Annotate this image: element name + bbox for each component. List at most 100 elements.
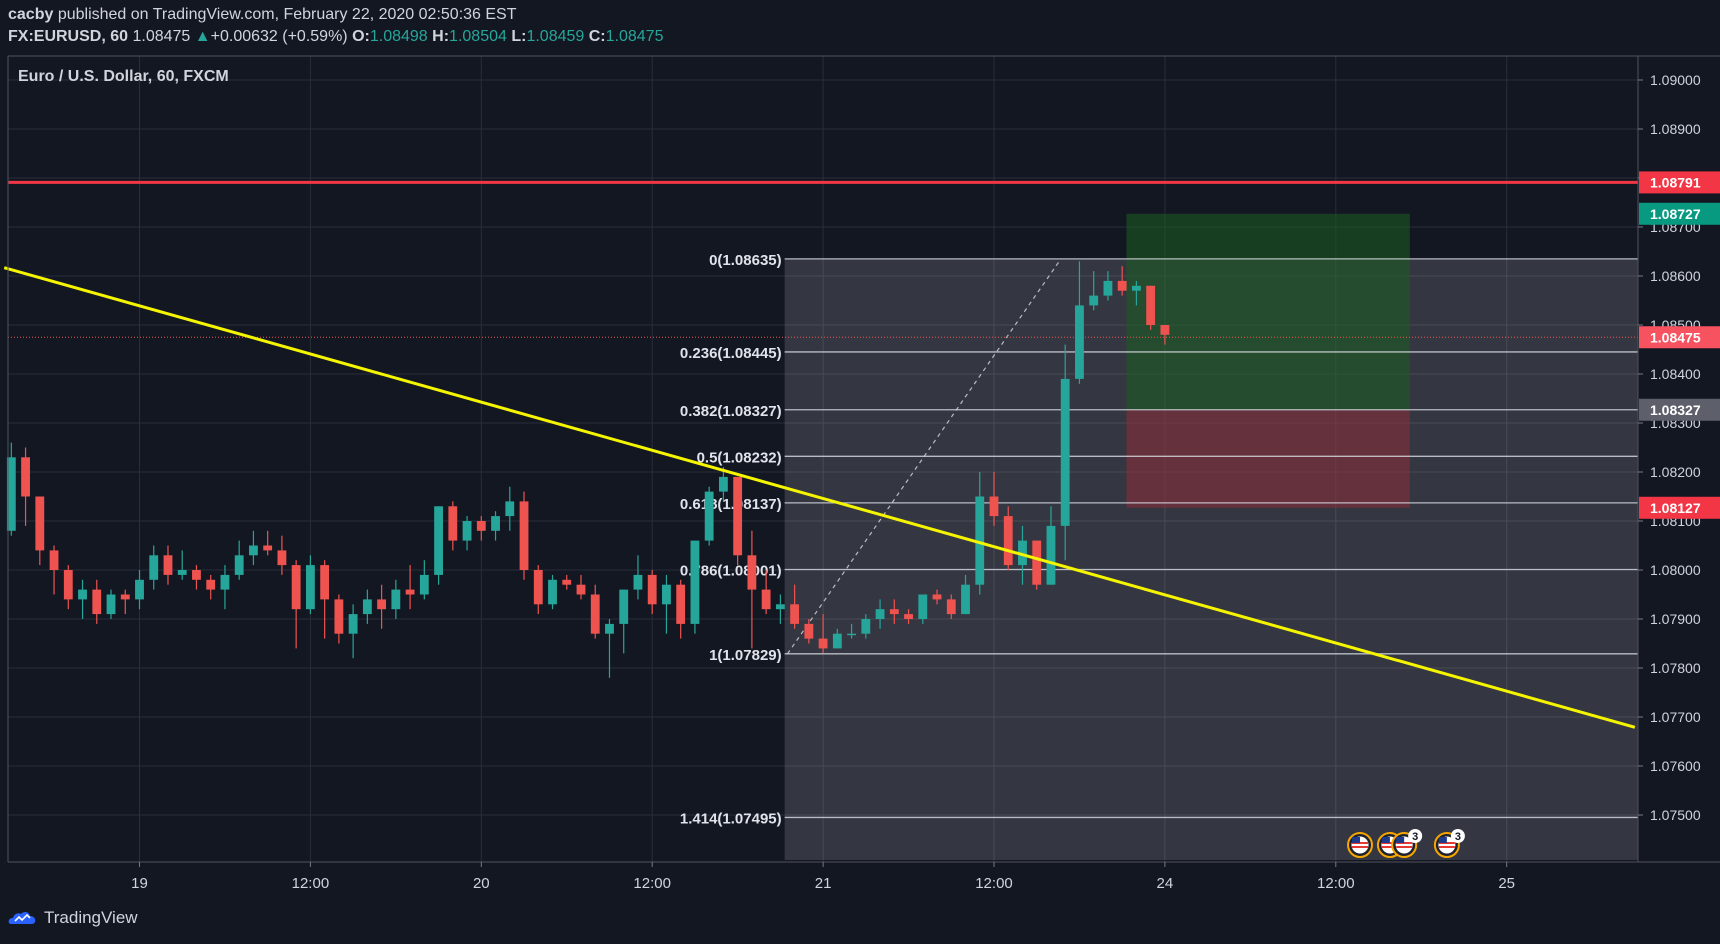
time-axis-label: 20 [473,875,490,892]
candle-down [163,545,173,585]
price-axis[interactable]: 1.07500 1.07600 1.07700 1.07800 1.07900 1.080… [1638,72,1720,823]
candle-body [405,589,415,595]
entry-price-tag[interactable]: 1.08327 [1639,398,1720,421]
author-name[interactable]: cacby [8,6,54,23]
candle-up [348,604,358,659]
candle-down [120,589,130,615]
us-flag-stripe [1352,846,1369,848]
candle-down [277,535,287,575]
time-axis-label: 19 [131,875,148,892]
economic-event-marker[interactable]: 3 [1433,829,1465,858]
stop-price-tag[interactable]: 1.08127 [1639,496,1720,519]
candle-up [362,589,372,624]
candle-body [505,501,515,517]
candle-body [704,491,714,541]
candle-body [647,574,657,605]
candle-down [92,579,102,624]
candle-down [63,565,73,610]
candle-down [733,476,743,566]
candle-body [192,570,201,580]
resistance-price-tag-bg [1639,171,1720,194]
candle-body [1117,280,1127,291]
time-axis-label: 12:00 [1317,875,1355,892]
candle-body [476,521,486,531]
low-value: 1.08459 [526,28,585,45]
candle-body [790,604,800,624]
candle-body [662,584,671,605]
candle-up [875,599,885,629]
candle-body [1103,280,1113,296]
candle-up [135,570,144,610]
candle-body [63,570,73,600]
resistance-price-tag[interactable]: 1.08791 [1639,171,1720,194]
time-axis[interactable]: 19 12:00 20 12:00 21 12:00 24 12:00 25 [131,862,1515,892]
economic-event-marker[interactable] [1347,832,1374,858]
candle-down [790,584,800,629]
candle-up [847,623,856,639]
candle-down [291,560,301,649]
high-label: H: [432,28,450,45]
candle-down [192,565,201,590]
event-count-badge [1450,829,1465,843]
candle-down [334,594,344,644]
candle-body [590,594,600,634]
candle-body [619,589,629,624]
candle-up [220,565,230,610]
candle-body [889,609,899,615]
candle-body [676,584,686,624]
candle-up [462,516,472,551]
candle-body [946,599,956,615]
long-position-tool[interactable] [1126,213,1410,508]
price-axis-label: 1.08200 [1650,464,1701,480]
price-chart[interactable]: 0(1.08635) 0.236(1.08445) 0.382(1.08327) 0.… [0,0,1720,900]
us-flag-canton [1396,837,1405,843]
trendline-group[interactable] [3,266,1636,729]
candle-body [177,570,187,575]
current-price-tag-text: 1.08475 [1650,329,1701,345]
candle-body [875,609,885,619]
price-axis-label: 1.08600 [1650,268,1701,284]
candle-down [49,545,59,595]
candle-up [1132,280,1141,306]
economic-event-marker[interactable]: 3 [1391,829,1423,858]
candle-body [861,619,871,634]
candle-body [434,506,443,575]
candle-up [1046,506,1056,585]
candle-down [946,594,956,619]
candle-body [491,516,500,531]
target-price-tag[interactable]: 1.08727 [1639,202,1720,225]
current-price-tag[interactable]: 1.08475 [1639,326,1720,349]
candle-body [975,496,985,585]
candle-down [206,574,216,600]
candle-body [21,457,30,497]
candle-body [462,521,472,541]
position-loss-zone[interactable] [1126,409,1410,508]
horizontal-lines [8,180,1638,338]
symbol-label[interactable]: FX:EURUSD, 60 [8,28,129,45]
candle-body [149,555,159,580]
candle-body [718,476,728,492]
publish-header: cacby published on TradingView.com, Febr… [0,0,1720,50]
fib-level-label: 0(1.08635) [709,252,782,269]
position-profit-zone[interactable] [1126,213,1410,410]
candle-body [847,633,856,636]
candle-up [775,594,785,624]
tradingview-logo[interactable]: TradingView [8,908,138,928]
candle-body [263,545,273,551]
candle-body [220,574,230,590]
fib-level-label: 0.382(1.08327) [680,403,782,420]
candle-down [1003,506,1013,570]
candle-up [662,574,671,634]
fib-level-label: 1.414(1.07495) [680,810,782,827]
candle-down [747,530,757,649]
us-flag-canton [1352,837,1361,843]
candle-up [619,589,629,654]
candle-body [1160,325,1170,335]
time-axis-label: 12:00 [292,875,330,892]
candle-body [249,545,258,556]
candle-up [975,472,985,595]
candle-up [633,555,643,600]
trendline[interactable] [3,266,1636,729]
price-axis-label: 1.09000 [1650,72,1701,88]
